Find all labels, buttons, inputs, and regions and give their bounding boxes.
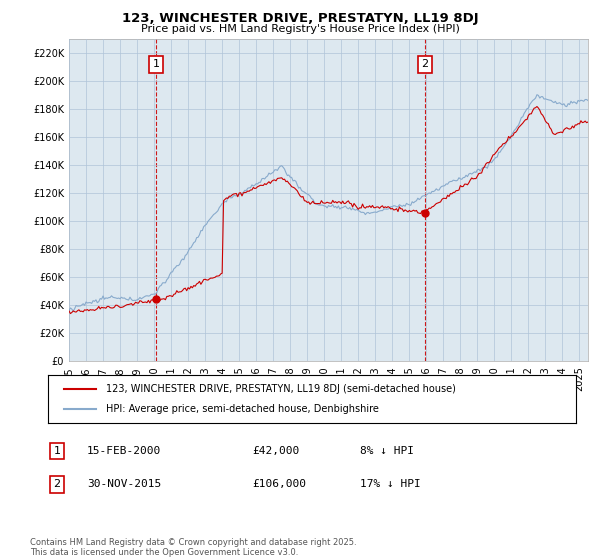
Text: £42,000: £42,000 bbox=[252, 446, 299, 456]
Text: 1: 1 bbox=[53, 446, 61, 456]
Text: 2: 2 bbox=[53, 479, 61, 489]
Text: Price paid vs. HM Land Registry's House Price Index (HPI): Price paid vs. HM Land Registry's House … bbox=[140, 24, 460, 34]
Text: 15-FEB-2000: 15-FEB-2000 bbox=[87, 446, 161, 456]
Text: 17% ↓ HPI: 17% ↓ HPI bbox=[360, 479, 421, 489]
Text: £106,000: £106,000 bbox=[252, 479, 306, 489]
Text: 30-NOV-2015: 30-NOV-2015 bbox=[87, 479, 161, 489]
Text: Contains HM Land Registry data © Crown copyright and database right 2025.
This d: Contains HM Land Registry data © Crown c… bbox=[30, 538, 356, 557]
Text: HPI: Average price, semi-detached house, Denbighshire: HPI: Average price, semi-detached house,… bbox=[106, 404, 379, 414]
Text: 2: 2 bbox=[421, 59, 428, 69]
Text: 123, WINCHESTER DRIVE, PRESTATYN, LL19 8DJ (semi-detached house): 123, WINCHESTER DRIVE, PRESTATYN, LL19 8… bbox=[106, 384, 456, 394]
Text: 1: 1 bbox=[153, 59, 160, 69]
Text: 123, WINCHESTER DRIVE, PRESTATYN, LL19 8DJ: 123, WINCHESTER DRIVE, PRESTATYN, LL19 8… bbox=[122, 12, 478, 25]
Text: 8% ↓ HPI: 8% ↓ HPI bbox=[360, 446, 414, 456]
